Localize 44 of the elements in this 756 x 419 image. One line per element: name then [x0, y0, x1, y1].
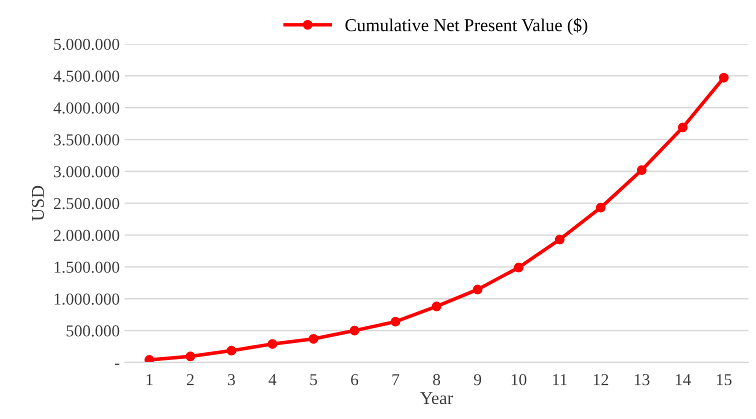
x-tick-label: 2: [186, 374, 194, 386]
point: [514, 262, 524, 272]
y-tick-label: 1.500.000: [54, 262, 120, 273]
x-axis-title: Year: [420, 392, 454, 404]
point: [472, 284, 482, 294]
x-tick-label: 11: [553, 374, 567, 386]
x-tick-label: 4: [268, 374, 276, 386]
y-tick-label: 3.000.000: [54, 166, 120, 178]
x-tick-label: 1: [146, 374, 153, 386]
point: [350, 326, 360, 336]
point: [636, 165, 647, 175]
x-tick-label: 15: [716, 374, 732, 386]
y-tick-label: 1.000.000: [54, 293, 120, 305]
x-tick-label: 9: [474, 374, 482, 386]
x-tick-label: 8: [433, 374, 440, 386]
x-tick-label: 7: [392, 374, 400, 386]
point: [390, 316, 400, 327]
point: [678, 122, 688, 132]
point: [186, 352, 196, 362]
y-tick-label: 5.000.000: [54, 38, 120, 50]
y-tick-label: 4.000.000: [54, 102, 120, 114]
y-tick-label: 2.000.000: [54, 230, 120, 242]
point: [554, 234, 565, 244]
legend-label: Cumulative Net Present Value ($): [345, 18, 588, 35]
x-tick-label: 13: [634, 374, 650, 386]
y-tick-label: -: [114, 364, 120, 365]
y-tick-label: 4.500.000: [54, 70, 120, 82]
point: [144, 355, 154, 362]
point: [308, 334, 318, 344]
point: [596, 202, 606, 213]
x-tick-label: 10: [512, 374, 526, 386]
y-tick-label: 2.500.000: [54, 198, 120, 210]
x-tick-label: 3: [228, 374, 235, 386]
point: [268, 339, 278, 349]
x-tick-label: 5: [310, 374, 318, 386]
x-tick-label: 14: [676, 374, 691, 386]
y-tick-label: 3.500.000: [54, 134, 120, 146]
point: [226, 346, 236, 356]
point: [432, 302, 442, 312]
y-axis-title: USD: [32, 186, 44, 221]
x-tick-label: 6: [351, 374, 358, 386]
point: [718, 72, 729, 83]
x-tick-label: 12: [594, 374, 608, 386]
y-tick-label: 500.000: [66, 325, 120, 337]
